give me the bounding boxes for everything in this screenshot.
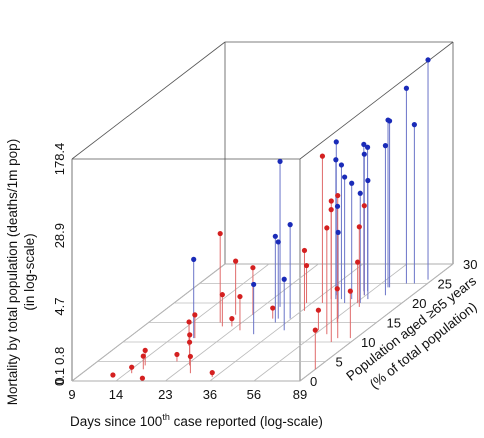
point-blue-23 [425,57,431,63]
point-blue-6 [281,276,287,282]
point-red-19 [303,262,310,269]
point-blue-15 [361,151,367,157]
point-red-3 [140,353,146,359]
point-blue-9 [338,162,345,168]
point-red-25 [361,203,367,209]
x-tick-label-0: 9 [68,387,75,402]
point-red-27 [335,192,341,199]
point-blue-4 [272,233,278,239]
point-blue-24 [411,122,417,128]
point-red-18 [270,305,276,311]
point-red-12 [219,292,225,298]
point-red-8 [187,353,194,360]
z-tick-label-1: 5 [336,355,343,370]
z-tick-label-0: 0 [310,374,317,389]
z-tick-label-4: 20 [412,296,426,311]
point-blue-22 [403,85,410,91]
point-blue-12 [349,180,355,186]
y-tick-label-5: 178.4 [52,143,67,176]
x-tick-label-4: 56 [247,387,261,402]
x-tick-label-1: 14 [109,387,123,402]
point-red-0 [110,372,116,378]
point-red-4 [139,375,146,381]
point-red-7 [186,339,193,345]
point-blue-3 [275,239,281,245]
z-tick-label-3: 15 [387,316,401,331]
x-tick-label-3: 36 [203,387,217,402]
z-tick-label-6: 30 [463,257,477,272]
point-red-1 [129,364,135,370]
point-red-6 [187,332,193,338]
point-red-15 [217,230,223,237]
point-blue-20 [386,118,393,124]
point-red-17 [237,293,243,300]
data-points [110,57,431,381]
point-blue-10 [334,203,341,209]
point-red-5 [174,351,180,358]
data-stems [112,59,429,380]
y-tick-label-2: 0.8 [52,347,67,365]
y-axis-title-line1: Mortality by total population (deaths/1m… [5,139,20,405]
point-red-31 [355,259,361,265]
point-red-2 [142,347,148,353]
z-tick-label-5: 25 [438,277,452,292]
point-blue-2 [251,281,257,288]
x-tick-label-2: 23 [158,387,172,402]
x-tick-label-5: 89 [293,387,307,402]
box-edge-7 [71,41,226,160]
y-tick-label-1: 0.1 [52,368,67,386]
point-blue-18 [365,177,371,184]
floor-grid [71,263,454,382]
point-red-26 [324,225,330,231]
point-blue-14 [364,144,371,150]
axis-ticks: 9 14 23 36 56 8900.10.84.728.9178.40510152025… [52,143,477,402]
point-red-23 [315,307,322,313]
point-red-10 [186,319,192,325]
point-blue-17 [357,190,363,196]
point-red-24 [334,286,340,292]
point-blue-5 [287,222,293,228]
point-blue-21 [382,143,389,149]
point-red-16 [250,265,256,271]
point-red-21 [301,247,308,254]
y-tick-label-4: 28.9 [52,223,67,248]
point-blue-8 [333,157,339,163]
point-red-28 [328,198,334,204]
point-blue-11 [342,174,348,180]
point-blue-7 [333,139,339,145]
y-tick-label-3: 4.7 [52,298,67,316]
point-red-11 [192,312,198,318]
point-red-29 [312,327,318,333]
point-red-13 [233,258,239,264]
y-tick-label-0: 0 [52,377,67,384]
point-blue-0 [191,256,197,262]
point-red-22 [328,207,334,213]
z-tick-label-2: 10 [361,335,375,350]
point-red-20 [319,153,326,159]
point-red-9 [209,370,215,376]
point-blue-13 [361,141,367,148]
point-red-14 [229,316,235,322]
point-red-32 [347,288,353,294]
y-axis-title-line2: (in log-scale) [22,233,37,310]
x-axis-title: Days since 100th case reported (log-scal… [70,412,323,429]
point-blue-1 [277,158,283,165]
point-red-30 [356,224,362,230]
point-blue-16 [335,229,341,236]
